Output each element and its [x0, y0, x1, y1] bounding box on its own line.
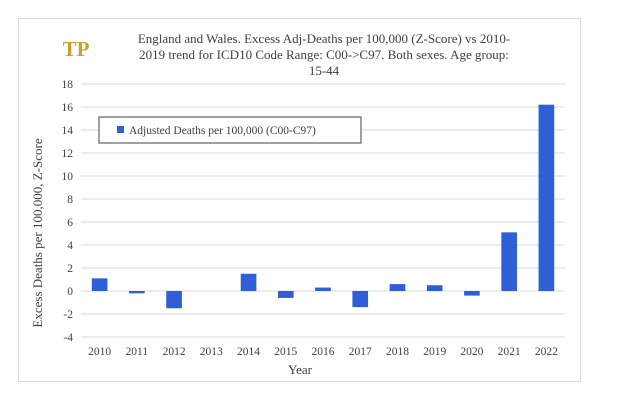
x-tick-label: 2013: [200, 346, 223, 358]
x-tick-label: 2014: [237, 346, 260, 358]
bars: [91, 104, 555, 309]
x-tick-label: 2021: [498, 346, 521, 358]
chart-title: England and Wales. Excess Adj-Deaths per…: [138, 31, 510, 78]
x-tick-label: 2019: [423, 346, 446, 358]
logo-mark: TP: [63, 37, 90, 61]
x-tick-label: 2020: [460, 346, 483, 358]
y-tick-label: 2: [67, 263, 73, 275]
bar-2016: [315, 287, 331, 291]
legend-box: [98, 116, 362, 144]
y-tick-label: -2: [63, 309, 73, 321]
bar-2012: [166, 291, 182, 309]
bar-2022: [538, 104, 555, 291]
bar-2018: [389, 284, 406, 291]
bar-2017: [352, 291, 369, 308]
legend-swatch: [117, 126, 124, 133]
title-line-3: 15-44: [309, 63, 340, 78]
chart-frame: TP England and Wales. Excess Adj-Deaths …: [18, 18, 581, 382]
bar-2014: [240, 273, 257, 291]
y-tick-label: 18: [62, 79, 74, 91]
y-tick-label: 12: [62, 148, 74, 160]
bar-chart: TP England and Wales. Excess Adj-Deaths …: [30, 31, 565, 377]
y-tick-label: 10: [62, 171, 74, 183]
logo: TP: [63, 37, 90, 61]
y-tick-label: 6: [67, 217, 73, 229]
x-tick-label: 2010: [88, 346, 111, 358]
bar-2019: [426, 285, 443, 291]
bar-2020: [464, 291, 480, 296]
y-tick-label: 0: [67, 286, 73, 298]
gridlines: [81, 83, 565, 338]
y-axis-title: Excess Deaths per 100,000, Z-Score: [30, 138, 45, 327]
legend-label: Adjusted Deaths per 100,000 (C00-C97): [129, 125, 316, 137]
x-tick-label: 2012: [163, 346, 186, 358]
y-tick-labels: -4 -2 0 2 4 6 8 10 12 14 16 18: [62, 79, 74, 344]
legend: Adjusted Deaths per 100,000 (C00-C97): [98, 116, 362, 144]
x-tick-label: 2018: [386, 346, 409, 358]
x-tick-label: 2016: [312, 346, 335, 358]
x-tick-label: 2017: [349, 346, 372, 358]
title-line-2: 2019 trend for ICD10 Code Range: C00->C9…: [139, 47, 509, 62]
x-tick-label: 2015: [274, 346, 297, 358]
y-tick-label: 8: [67, 194, 73, 206]
y-tick-label: 4: [67, 240, 73, 252]
bar-2021: [501, 232, 517, 291]
bar-2011: [129, 291, 145, 294]
title-line-1: England and Wales. Excess Adj-Deaths per…: [138, 31, 510, 46]
y-tick-label: 16: [62, 102, 74, 114]
x-axis-title: Year: [288, 362, 313, 377]
bar-2015: [277, 291, 294, 298]
y-tick-label: -4: [63, 332, 73, 344]
x-tick-label: 2022: [535, 346, 558, 358]
bar-2010: [91, 278, 108, 291]
y-tick-label: 14: [62, 125, 74, 137]
x-tick-label: 2011: [126, 346, 149, 358]
x-tick-labels: 2010 2011 2012 2013 2014 2015 2016 2017 2018 2019…: [88, 346, 558, 358]
